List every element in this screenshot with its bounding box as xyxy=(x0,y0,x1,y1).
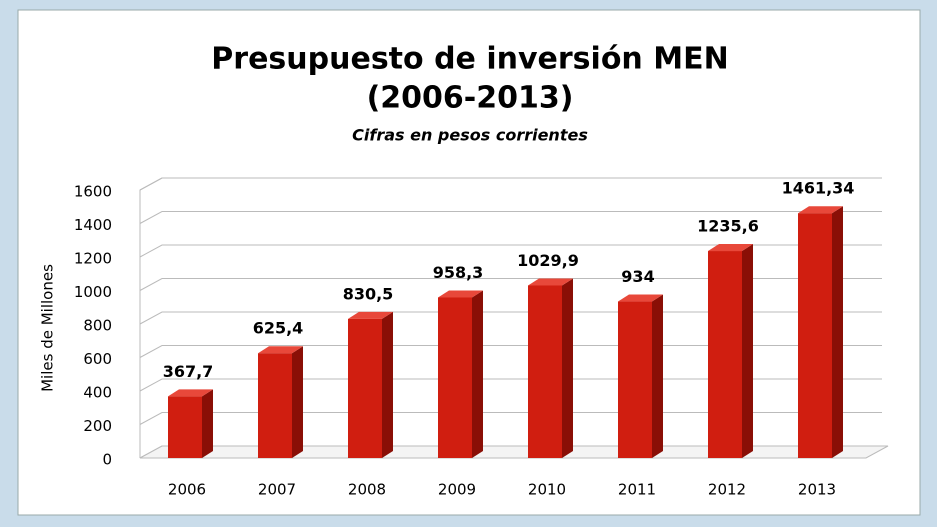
data-label: 958,3 xyxy=(433,263,484,282)
data-label: 830,5 xyxy=(343,284,394,303)
bar-top xyxy=(618,294,663,302)
x-tick-label: 2008 xyxy=(348,481,386,499)
bar-side xyxy=(292,346,303,458)
y-tick-label: 400 xyxy=(83,384,112,402)
bar-top xyxy=(708,244,753,252)
bar-side xyxy=(562,278,573,458)
data-label: 367,7 xyxy=(163,362,214,381)
chart-title: Presupuesto de inversión MEN xyxy=(211,42,728,77)
bar-top xyxy=(168,389,213,397)
bar-side xyxy=(472,290,483,458)
data-label: 625,4 xyxy=(253,319,304,338)
bar-side xyxy=(742,244,753,458)
data-label: 1461,34 xyxy=(782,179,855,198)
y-tick-label: 1400 xyxy=(74,216,112,234)
bar-top xyxy=(798,206,843,214)
x-tick-label: 2011 xyxy=(618,481,656,499)
bar-side xyxy=(652,294,663,458)
grid-line xyxy=(139,177,882,191)
bar xyxy=(168,396,202,458)
bar xyxy=(438,297,472,458)
x-tick-label: 2006 xyxy=(168,481,206,499)
bar xyxy=(348,318,382,458)
x-tick-label: 2007 xyxy=(258,481,296,499)
x-tick-label: 2010 xyxy=(528,481,566,499)
y-tick-label: 1000 xyxy=(74,283,112,301)
y-tick-label: 200 xyxy=(83,417,112,435)
bar xyxy=(258,353,292,458)
data-label: 1029,9 xyxy=(517,251,579,270)
chart-title: (2006-2013) xyxy=(367,81,574,116)
data-label: 934 xyxy=(621,267,654,286)
bar-top xyxy=(528,278,573,286)
bar xyxy=(618,301,652,458)
chart-subtitle: Cifras en pesos corrientes xyxy=(352,126,588,145)
bar xyxy=(528,285,562,458)
grid-line xyxy=(139,278,882,291)
bar-top xyxy=(258,346,303,354)
data-label: 1235,6 xyxy=(697,217,759,236)
x-tick-label: 2013 xyxy=(798,481,836,499)
x-tick-label: 2009 xyxy=(438,481,476,499)
bar xyxy=(798,213,832,458)
bar-side xyxy=(202,389,213,458)
y-tick-label: 1200 xyxy=(74,250,112,268)
bar xyxy=(708,251,742,458)
x-tick-label: 2012 xyxy=(708,481,746,499)
y-tick-label: 800 xyxy=(83,317,112,335)
y-axis-label: Miles de Millones xyxy=(39,264,57,392)
bar-side xyxy=(832,206,843,458)
y-tick-label: 1600 xyxy=(74,183,112,201)
floor xyxy=(139,445,889,459)
y-tick-label: 600 xyxy=(83,350,112,368)
grid-line xyxy=(139,244,882,258)
bar-top xyxy=(348,311,393,319)
y-tick-label: 0 xyxy=(102,451,112,469)
bar-top xyxy=(438,290,483,298)
bar-side xyxy=(382,311,393,458)
grid-line xyxy=(139,211,882,224)
